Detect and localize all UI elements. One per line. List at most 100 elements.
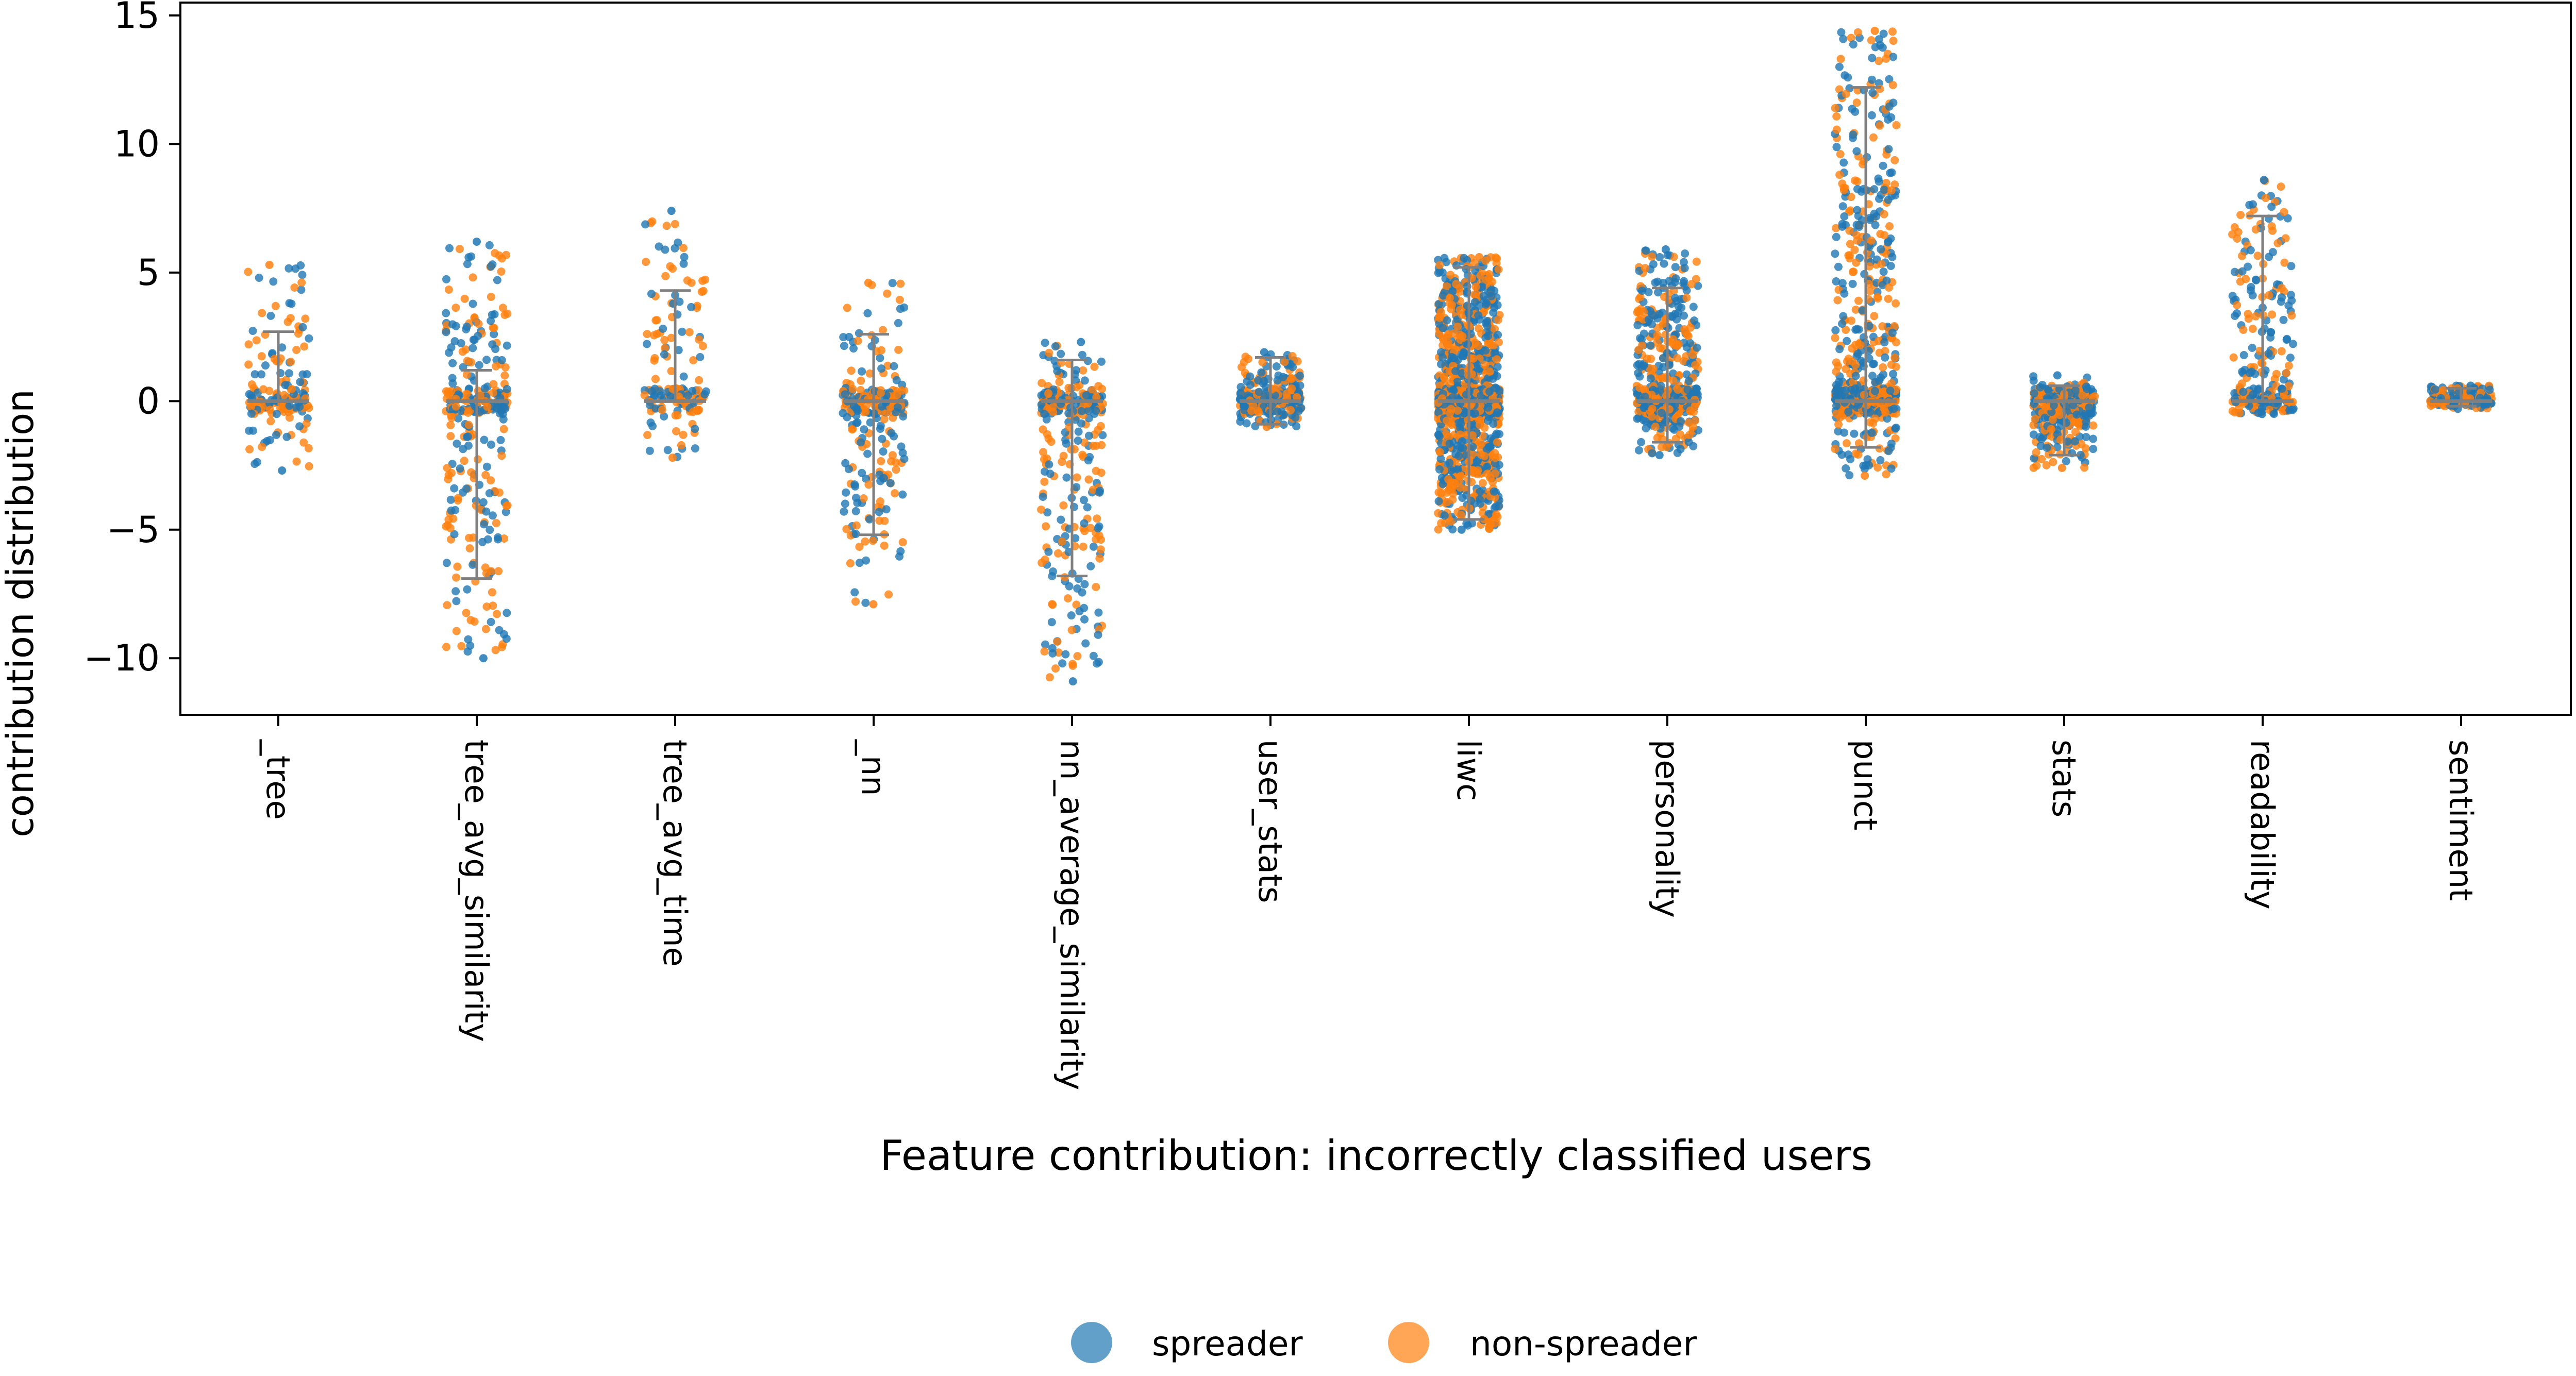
data-point — [841, 499, 849, 508]
data-point — [503, 341, 511, 350]
data-point — [852, 493, 860, 502]
data-point — [245, 426, 254, 435]
data-point — [1442, 258, 1451, 266]
legend: spreader non-spreader — [1071, 1322, 1697, 1364]
data-point — [481, 625, 490, 633]
data-point — [2280, 258, 2289, 267]
data-point — [1446, 271, 1455, 279]
data-point — [1079, 542, 1088, 551]
data-point — [1461, 464, 1469, 473]
data-point — [1838, 320, 1846, 328]
data-point — [1458, 437, 1466, 446]
data-point — [2089, 445, 2098, 454]
data-point — [442, 275, 450, 283]
data-point — [679, 372, 688, 381]
data-point — [1854, 439, 1863, 448]
data-point — [1657, 381, 1665, 390]
data-point — [1640, 361, 1648, 370]
data-point — [1080, 519, 1089, 528]
data-point — [1494, 338, 1503, 347]
data-point — [2042, 461, 2051, 469]
data-point — [1866, 287, 1875, 295]
data-point — [864, 278, 873, 287]
data-point — [680, 253, 689, 261]
data-point — [666, 262, 675, 271]
data-point — [674, 238, 682, 247]
data-point — [1851, 341, 1860, 349]
data-point — [1045, 673, 1054, 682]
data-point — [2058, 464, 2066, 472]
data-point — [1842, 464, 1850, 473]
data-point — [1459, 444, 1467, 452]
data-point — [1688, 423, 1697, 431]
data-point — [1657, 409, 1666, 417]
data-point — [489, 380, 498, 389]
data-point — [244, 360, 253, 369]
data-point — [1456, 430, 1464, 439]
data-point — [1048, 644, 1057, 652]
data-point — [1637, 438, 1646, 446]
data-point — [2278, 384, 2286, 393]
data-point — [1838, 222, 1847, 231]
data-point — [285, 413, 294, 422]
data-point — [2235, 409, 2244, 417]
x-axis: _tree tree_avg_similarity tree_avg_time _nn… — [259, 715, 2480, 1090]
data-point — [2036, 442, 2045, 450]
data-point — [1471, 409, 1480, 418]
data-point — [1494, 330, 1502, 339]
data-point — [2251, 275, 2260, 284]
data-point — [1045, 348, 1053, 357]
data-point — [283, 317, 292, 326]
data-point — [1646, 341, 1654, 350]
data-point — [876, 497, 884, 506]
data-point — [487, 567, 495, 576]
data-point — [896, 279, 905, 288]
data-point — [453, 562, 462, 571]
data-point — [1438, 291, 1447, 300]
data-point — [658, 406, 666, 414]
data-point — [1838, 279, 1847, 288]
data-point — [1057, 515, 1065, 524]
data-point — [839, 333, 848, 342]
data-point — [1073, 652, 1082, 661]
data-point — [1062, 473, 1071, 482]
data-point — [1453, 322, 1462, 331]
data-point — [1651, 423, 1660, 431]
data-point — [497, 451, 506, 460]
data-point — [1488, 277, 1496, 286]
data-point — [887, 429, 896, 438]
data-point — [1443, 316, 1451, 325]
data-point — [1058, 659, 1067, 668]
data-point — [1846, 206, 1854, 215]
data-point — [1095, 488, 1104, 497]
data-point — [2071, 428, 2080, 437]
data-point — [288, 384, 296, 393]
data-point — [1888, 328, 1897, 337]
data-point — [1484, 403, 1493, 412]
data-point — [1847, 33, 1855, 42]
data-point — [497, 267, 506, 276]
data-point — [287, 299, 296, 308]
x-tick-label: personality — [1648, 740, 1686, 918]
data-point — [868, 536, 877, 545]
data-point — [1458, 332, 1467, 341]
data-point — [488, 588, 496, 597]
data-point — [882, 505, 891, 514]
data-point — [857, 376, 865, 385]
data-point — [1037, 505, 1046, 514]
data-point — [1074, 437, 1082, 445]
data-point — [2069, 401, 2078, 410]
data-point — [653, 316, 661, 325]
data-point — [1286, 406, 1295, 414]
data-point — [1062, 439, 1070, 448]
data-point — [1448, 525, 1457, 534]
data-point — [272, 410, 281, 418]
data-point — [892, 376, 901, 384]
data-point — [1272, 362, 1281, 371]
data-point — [661, 272, 670, 280]
data-point — [1450, 479, 1459, 488]
data-point — [1879, 363, 1887, 372]
data-point — [2466, 388, 2475, 396]
data-point — [861, 537, 869, 546]
data-point — [1886, 387, 1895, 395]
